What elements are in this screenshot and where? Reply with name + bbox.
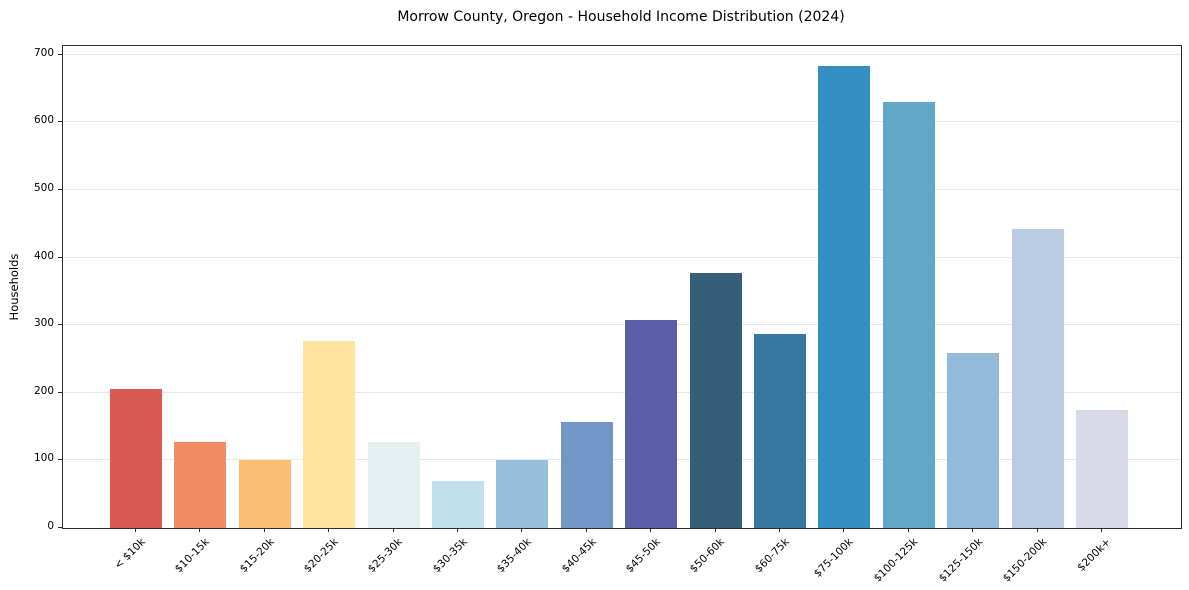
- y-tick-label: 600: [33, 114, 54, 127]
- x-tick-label: $60-75k: [752, 536, 792, 576]
- x-tick-mark: [972, 528, 974, 532]
- bar: [1076, 410, 1128, 528]
- gridline: [63, 391, 1181, 393]
- x-tick-label: $45-50k: [623, 536, 663, 576]
- bar: [689, 273, 742, 528]
- y-tick-mark: [58, 121, 62, 123]
- x-tick-label: $125-150k: [936, 536, 985, 585]
- y-tick-mark: [58, 391, 62, 393]
- x-tick-mark: [135, 528, 136, 532]
- x-tick-label: $10-15k: [172, 536, 212, 576]
- x-tick-label: $100-125k: [871, 536, 921, 585]
- bar: [625, 320, 678, 528]
- x-tick-mark: [457, 528, 458, 532]
- y-tick-mark: [58, 527, 62, 528]
- x-tick-mark: [585, 528, 587, 532]
- x-tick-label: $35-40k: [494, 536, 534, 576]
- y-tick-mark: [58, 188, 62, 190]
- bar: [754, 333, 806, 528]
- y-tick-mark: [58, 324, 62, 326]
- gridline: [63, 189, 1181, 190]
- y-tick-mark: [58, 256, 62, 258]
- y-tick-label: 0: [47, 520, 54, 532]
- y-tick-mark: [58, 459, 62, 461]
- x-tick-mark: [1101, 528, 1102, 532]
- x-tick-mark: [328, 528, 330, 532]
- x-tick-mark: [779, 528, 780, 532]
- bar: [1011, 228, 1064, 528]
- x-tick-mark: [521, 528, 523, 532]
- gridline: [63, 256, 1181, 258]
- bar: [432, 481, 484, 528]
- gridline: [63, 459, 1181, 461]
- x-tick-label: < $10k: [111, 536, 148, 572]
- x-tick-mark: [907, 528, 909, 532]
- x-tick-label: $150-200k: [1000, 536, 1050, 585]
- bar: [882, 102, 935, 528]
- x-tick-label: $200k+: [1075, 536, 1114, 574]
- x-tick-label: $75-100k: [812, 536, 856, 580]
- x-tick-mark: [263, 528, 265, 532]
- y-tick-label: 400: [33, 249, 54, 262]
- x-tick-label: $40-45k: [559, 536, 599, 576]
- x-tick-mark: [1036, 528, 1038, 532]
- bar: [238, 460, 291, 528]
- y-tick-mark: [58, 53, 62, 55]
- x-tick-label: $20-25k: [301, 536, 341, 576]
- plot-area: [62, 45, 1182, 529]
- y-tick-label: 500: [33, 181, 54, 194]
- bar: [174, 442, 227, 528]
- bar: [560, 421, 613, 528]
- bar: [303, 341, 356, 528]
- x-tick-mark: [199, 528, 201, 532]
- x-tick-label: $25-30k: [366, 536, 406, 576]
- gridline: [63, 324, 1181, 326]
- y-tick-label: 200: [33, 384, 54, 397]
- bar: [818, 66, 871, 528]
- x-tick-mark: [392, 528, 394, 532]
- x-tick-label: $50-60k: [688, 536, 728, 576]
- y-tick-label: 100: [33, 452, 54, 465]
- x-tick-label: $30-35k: [430, 536, 470, 576]
- bar: [496, 460, 549, 528]
- x-tick-label: $15-20k: [237, 536, 277, 576]
- chart-title: Morrow County, Oregon - Household Income…: [397, 9, 845, 25]
- y-tick-label: 700: [33, 46, 54, 59]
- bar: [110, 388, 162, 528]
- x-tick-mark: [714, 528, 716, 532]
- x-tick-mark: [843, 528, 845, 532]
- y-axis-label: Households: [7, 253, 21, 321]
- bar: [367, 442, 420, 528]
- y-tick-label: 300: [33, 317, 54, 330]
- x-tick-mark: [650, 528, 652, 532]
- gridline: [63, 53, 1181, 55]
- gridline: [63, 121, 1181, 123]
- bar: [947, 352, 1000, 528]
